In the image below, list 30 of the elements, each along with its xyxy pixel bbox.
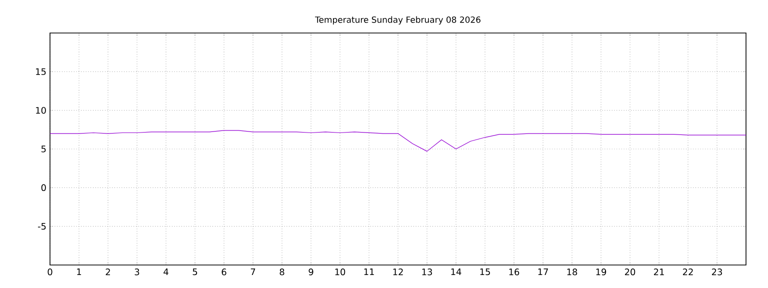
x-tick-label: 20 (624, 268, 636, 276)
chart-title: Temperature Sunday February 08 2026 (315, 16, 480, 25)
y-tick-label: 5 (41, 146, 46, 152)
x-tick-label: 21 (654, 268, 664, 276)
x-tick-label: 11 (364, 268, 374, 276)
y-tick-label: 15 (36, 68, 46, 75)
x-tick-label: 0 (48, 268, 52, 276)
x-tick-label: 22 (682, 268, 693, 276)
x-tick-label: 18 (567, 268, 578, 276)
x-tick-label: 15 (480, 268, 490, 276)
x-tick-label: 17 (538, 268, 548, 276)
x-tick-label: 12 (393, 268, 403, 276)
x-tick-label: 5 (192, 268, 198, 276)
x-tick-label: 8 (280, 268, 284, 276)
y-tick-label: -5 (38, 223, 46, 230)
x-tick-label: 7 (250, 268, 256, 276)
x-tick-label: 14 (451, 268, 462, 276)
x-tick-label: 6 (222, 268, 226, 276)
x-tick-label: 9 (308, 268, 314, 276)
x-tick-label: 10 (335, 268, 346, 276)
y-tick-label: 10 (36, 106, 46, 114)
x-tick-label: 4 (164, 268, 168, 276)
x-tick-label: 23 (712, 268, 722, 276)
x-tick-label: 16 (509, 268, 520, 276)
y-tick-label: 0 (41, 184, 46, 192)
x-tick-label: 1 (77, 268, 82, 276)
x-tick-label: 19 (596, 268, 606, 276)
x-tick-label: 13 (422, 268, 432, 276)
x-tick-label: 2 (106, 268, 110, 276)
x-tick-label: 3 (134, 268, 140, 276)
